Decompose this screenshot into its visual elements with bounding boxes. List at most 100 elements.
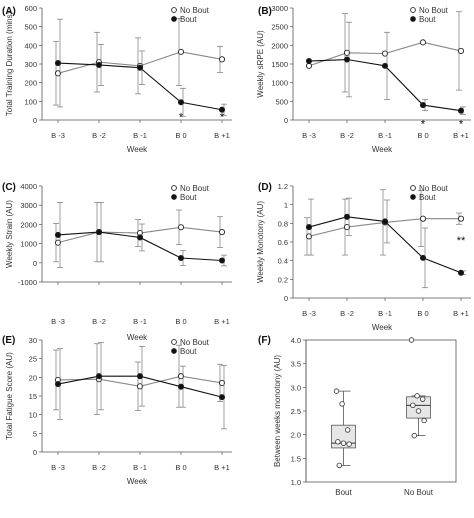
x-tick-label: B -2 — [92, 463, 106, 472]
x-axis-label: Week — [127, 145, 148, 154]
y-tick-label: 3000 — [271, 4, 288, 13]
panel-c: (C) -1000 0 1000 2000 3000 4000 Weekly Strain (… — [2, 182, 232, 342]
data-point-no-bout — [177, 224, 185, 231]
legend-label: No Bout — [180, 338, 210, 347]
data-point-bout — [457, 107, 465, 114]
data-point-bout — [177, 254, 185, 262]
y-axis-label: Total Training Duration (mins) — [5, 11, 14, 116]
data-point-bout — [419, 254, 427, 261]
panel-label: (E) — [2, 335, 15, 346]
y-tick-label: 2000 — [271, 41, 288, 50]
legend-marker — [171, 16, 177, 22]
data-point-no-bout — [177, 48, 185, 55]
x-tick-label: B 0 — [417, 309, 428, 318]
data-point-bout — [457, 269, 465, 276]
panel-a: (A) 0 100 200 300 400 500 600 Total Training Dur… — [2, 4, 232, 154]
x-axis-label: Week — [127, 477, 148, 486]
x-tick-label: B +1 — [453, 131, 469, 140]
data-point-bout — [95, 373, 103, 380]
panel-label: (F) — [258, 335, 271, 346]
y-tick-label: 0 — [284, 116, 288, 125]
data-point-bout — [95, 229, 103, 236]
panel-label: (B) — [258, 6, 272, 17]
data-point — [408, 337, 415, 343]
y-tick-label: 0.6 — [278, 238, 288, 247]
y-tick-label: 400 — [24, 41, 37, 50]
data-point-bout — [305, 224, 313, 231]
legend-marker — [171, 194, 177, 200]
y-tick-label: 0.2 — [278, 275, 288, 284]
data-point-no-bout — [218, 379, 226, 386]
x-tick-label: B -1 — [133, 463, 147, 472]
data-point-no-bout — [419, 215, 427, 222]
data-point — [415, 408, 422, 414]
panel-label: (D) — [258, 182, 272, 193]
data-point — [421, 417, 427, 424]
x-axis-label: Week — [372, 323, 393, 332]
y-tick-label: 0.4 — [278, 257, 288, 266]
data-point-bout — [218, 257, 226, 264]
data-point-bout — [177, 383, 185, 390]
panel-b: (B) 0 500 1000 1500 2000 2500 3000 Weekly sRPE (… — [256, 4, 471, 154]
data-point-no-bout — [343, 49, 351, 56]
x-tick-label: B -3 — [51, 131, 65, 140]
x-axis-label: Week — [127, 333, 148, 342]
data-point-no-bout — [177, 373, 185, 380]
y-tick-label: 5 — [33, 429, 37, 438]
data-point — [411, 432, 417, 439]
panel-e: (E) 0 5 10 15 20 25 30 Total Fatigue Score (AU) B… — [2, 335, 232, 486]
data-point — [420, 396, 426, 402]
legend-label: No Bout — [419, 6, 449, 15]
x-tick-label: B -1 — [133, 317, 147, 326]
y-tick-label: 1.0 — [291, 478, 301, 487]
x-tick-label: B 0 — [175, 463, 186, 472]
x-tick-label: B -1 — [378, 131, 392, 140]
data-point — [414, 393, 420, 399]
x-tick-label: B +1 — [214, 463, 230, 472]
y-tick-label: 1500 — [271, 60, 288, 69]
data-point-bout — [419, 102, 427, 109]
data-point — [335, 439, 341, 445]
data-point-no-bout — [218, 56, 226, 63]
data-point — [339, 401, 345, 407]
x-tick-label: B -3 — [51, 317, 65, 326]
x-tick-label: B -1 — [133, 131, 147, 140]
data-point-bout — [381, 62, 389, 69]
y-tick-label: 4000 — [20, 182, 37, 191]
data-point-bout — [136, 234, 144, 241]
data-point-bout — [343, 213, 351, 220]
legend-label: Bout — [419, 15, 436, 24]
panel-label: (A) — [2, 6, 16, 17]
y-tick-label: 1000 — [20, 240, 37, 249]
y-tick-label: -1000 — [18, 278, 37, 287]
data-point-no-bout — [381, 50, 389, 57]
legend-label: No Bout — [419, 184, 449, 193]
y-tick-label: 1.5 — [291, 454, 301, 463]
y-tick-label: 4.0 — [291, 336, 301, 345]
y-tick-label: 3.0 — [291, 383, 301, 392]
x-tick-label: B 0 — [417, 131, 428, 140]
y-tick-label: 2000 — [20, 220, 37, 229]
x-tick-label: Bout — [335, 488, 352, 497]
y-tick-label: 2.5 — [291, 407, 301, 416]
x-tick-label: B -3 — [302, 309, 316, 318]
panel-d: (D) 0 0.2 0.4 0.6 0.8 1 1.2 Weekly Monotony (AU)… — [256, 182, 471, 332]
y-tick-label: 2500 — [271, 23, 288, 32]
legend-marker — [171, 339, 177, 345]
x-tick-label: B -2 — [92, 317, 106, 326]
data-point-bout — [95, 61, 103, 68]
x-tick-label: B +1 — [453, 309, 469, 318]
x-tick-label: B 0 — [175, 131, 186, 140]
y-tick-label: 20 — [29, 373, 37, 382]
x-tick-label: B -1 — [378, 309, 392, 318]
legend-marker — [171, 185, 177, 191]
data-point — [346, 441, 352, 447]
data-point-no-bout — [136, 383, 144, 390]
data-point — [333, 388, 340, 394]
data-point-bout — [54, 60, 62, 67]
y-axis-label: Total Fatigue Score (AU) — [5, 352, 14, 440]
legend-marker — [171, 7, 177, 13]
legend-label: No Bout — [180, 6, 210, 15]
data-point-bout — [177, 99, 185, 106]
x-tick-label: B -2 — [340, 309, 354, 318]
